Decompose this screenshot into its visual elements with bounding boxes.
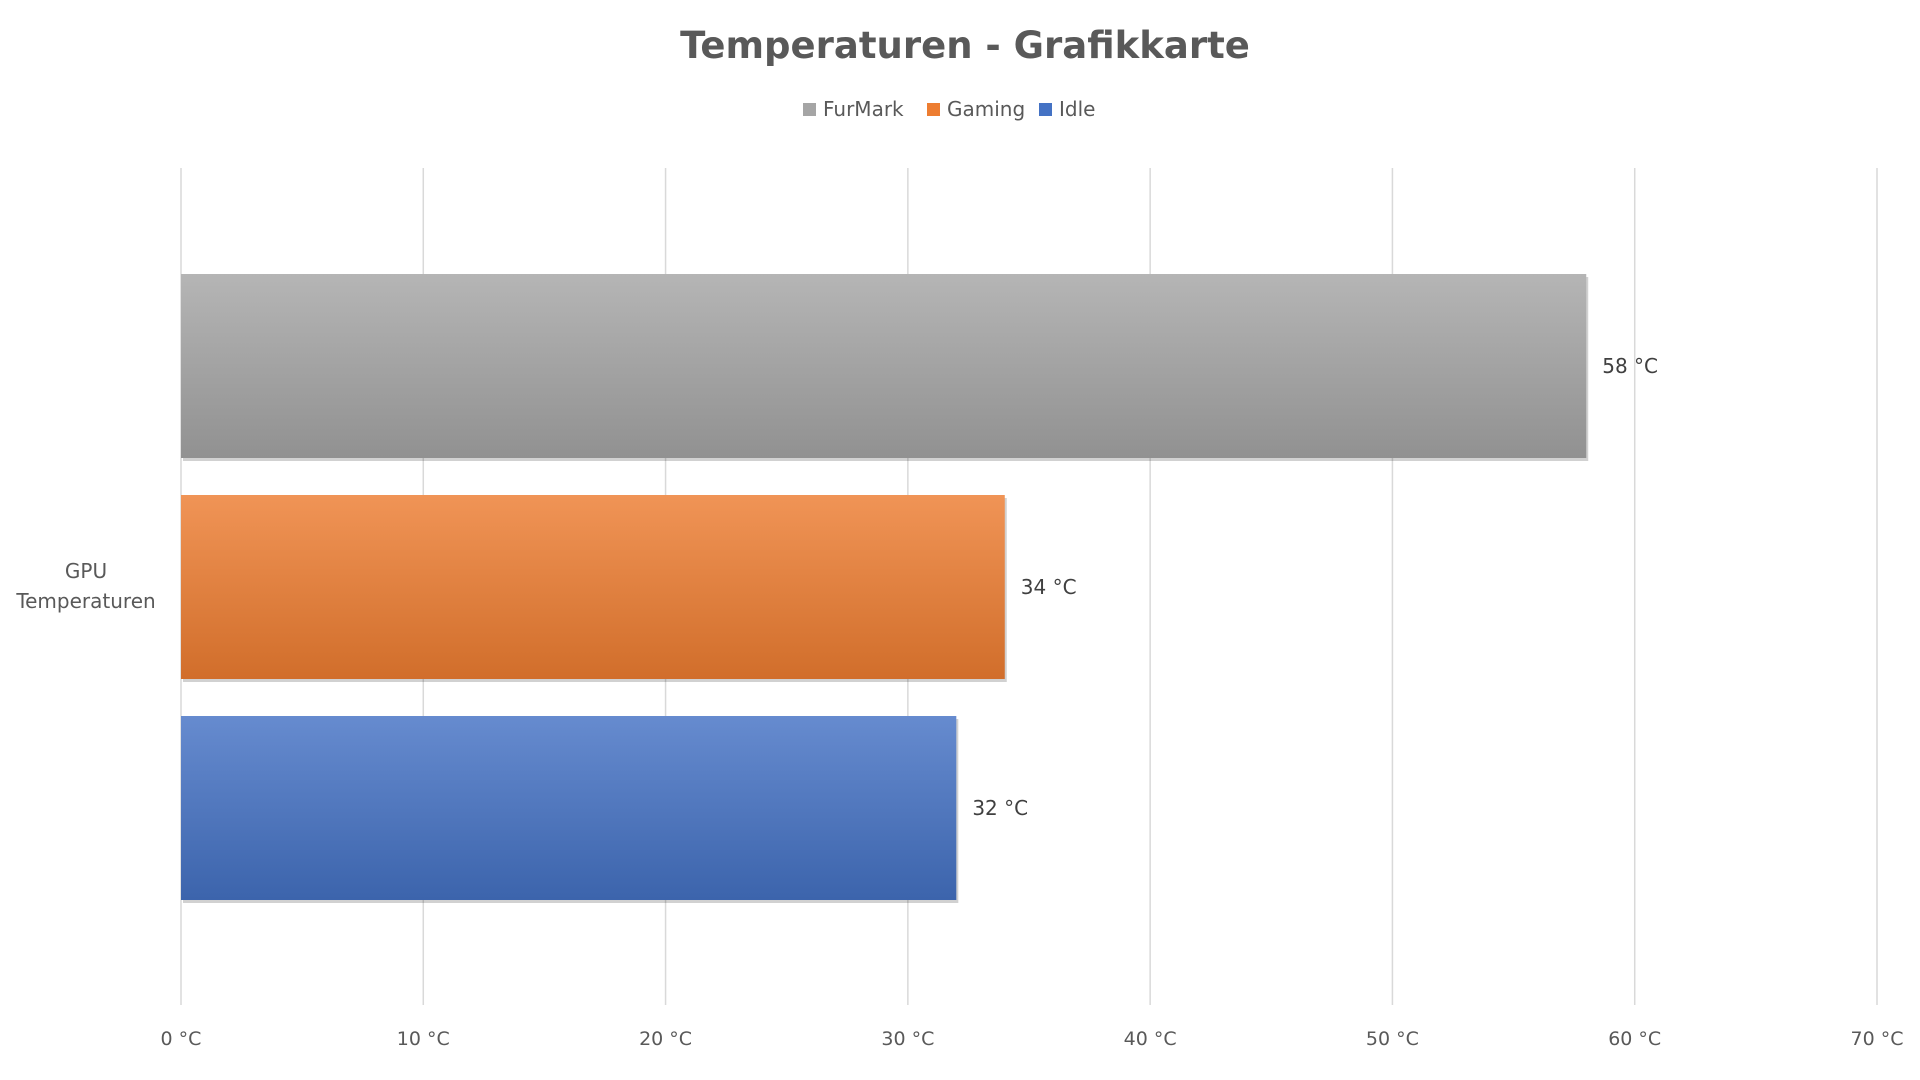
x-tick-label: 20 °C — [639, 1028, 692, 1050]
data-label-furmark: 58 °C — [1602, 354, 1658, 378]
x-tick-label: 70 °C — [1851, 1028, 1904, 1050]
legend-label-idle: Idle — [1059, 97, 1095, 121]
x-tick-label: 0 °C — [161, 1028, 202, 1050]
category-label: GPU Temperaturen — [15, 559, 155, 613]
legend-item-idle: Idle — [1039, 97, 1095, 121]
chart-title: Temperaturen - Grafikkarte — [680, 24, 1250, 67]
x-tick-label: 60 °C — [1608, 1028, 1661, 1050]
legend: FurMark Gaming Idle — [803, 97, 1095, 121]
data-labels: 58 °C 34 °C 32 °C — [972, 354, 1658, 820]
x-axis-tick-labels: 0 °C 10 °C 20 °C 30 °C 40 °C 50 °C 60 °C 70 °C — [161, 1028, 1904, 1050]
legend-label-furmark: FurMark — [823, 97, 904, 121]
x-tick-label: 10 °C — [397, 1028, 450, 1050]
bars — [181, 274, 1589, 903]
legend-item-furmark: FurMark — [803, 97, 904, 121]
legend-swatch-idle — [1039, 103, 1052, 116]
bar-gaming — [181, 495, 1005, 679]
legend-item-gaming: Gaming — [927, 97, 1025, 121]
x-tick-label: 40 °C — [1124, 1028, 1177, 1050]
x-tick-label: 30 °C — [881, 1028, 934, 1050]
legend-label-gaming: Gaming — [947, 97, 1025, 121]
data-label-gaming: 34 °C — [1021, 575, 1077, 599]
legend-swatch-gaming — [927, 103, 940, 116]
x-tick-label: 50 °C — [1366, 1028, 1419, 1050]
legend-swatch-furmark — [803, 103, 816, 116]
data-label-idle: 32 °C — [972, 796, 1028, 820]
bar-furmark — [181, 274, 1587, 458]
category-labels: GPU Temperaturen — [15, 559, 155, 613]
bar-idle — [181, 716, 957, 900]
